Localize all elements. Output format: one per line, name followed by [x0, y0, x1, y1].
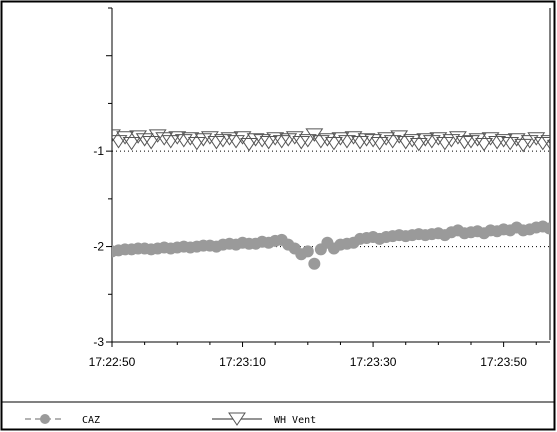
wh-vent-point: [135, 133, 154, 147]
wh-vent-point: [266, 132, 285, 146]
wh-vent-point: [468, 133, 487, 147]
wh-vent-point: [527, 132, 546, 146]
wh-vent-point: [253, 134, 272, 148]
caz-point: [301, 245, 314, 258]
wh-vent-point: [403, 134, 422, 148]
wh-vent-point: [429, 132, 448, 146]
y-tick-label: -3: [93, 335, 104, 349]
wh-vent-point: [481, 132, 500, 146]
legend-item-wh-vent: WH Vent: [212, 412, 316, 426]
wh-vent-point: [129, 130, 148, 144]
wh-vent-point: [357, 133, 376, 147]
wh-vent-point: [540, 135, 550, 149]
x-tick-label: 17:23:50: [480, 355, 527, 369]
y-tick-label: -1: [93, 144, 104, 158]
legend: CAZ WH Vent: [25, 412, 316, 426]
wh-vent-point: [285, 131, 304, 145]
x-tick-label: 17:23:30: [350, 355, 397, 369]
wh-vent-point: [240, 137, 259, 152]
wh-vent-point: [298, 134, 317, 148]
wh-vent-point: [475, 137, 493, 152]
wh-vent-point: [364, 134, 383, 148]
x-tick-label: 17:23:10: [219, 355, 266, 369]
wh-vent-point: [494, 134, 513, 148]
wh-vent-point: [501, 137, 520, 151]
series-caz: [112, 220, 550, 270]
legend-caz-marker: [40, 414, 50, 424]
wh-vent-point: [200, 131, 219, 145]
wh-vent-point: [514, 138, 533, 153]
wh-vent-point: [344, 131, 363, 145]
wh-vent-point: [305, 128, 324, 142]
x-tick-label: 17:22:50: [89, 355, 136, 369]
legend-item-caz: CAZ: [25, 414, 100, 426]
wh-vent-point: [112, 135, 128, 149]
wh-vent-point: [233, 131, 252, 145]
wh-vent-point: [181, 132, 200, 146]
wh-vent-point: [259, 136, 278, 150]
wh-vent-point: [324, 137, 343, 151]
plot-area: [112, 128, 550, 270]
wh-vent-point: [370, 137, 389, 151]
wh-vent-point: [227, 135, 245, 149]
wh-vent-point: [331, 132, 350, 146]
wh-vent-point: [409, 137, 428, 152]
wh-vent-point: [448, 131, 467, 145]
wh-vent-point: [338, 135, 356, 149]
wh-vent-point: [318, 133, 337, 147]
wh-vent-point: [148, 129, 167, 143]
wh-vent-point: [142, 136, 161, 150]
wh-vent-point: [155, 132, 174, 146]
wh-vent-point: [246, 133, 265, 147]
legend-caz-label: CAZ: [82, 415, 100, 426]
wh-vent-point: [161, 135, 180, 149]
wh-vent-point: [168, 131, 187, 145]
caz-point: [308, 257, 321, 270]
wh-vent-point: [416, 133, 435, 147]
y-tick-label: -2: [93, 240, 104, 254]
y-ticks: -1 -2 -3: [93, 7, 112, 349]
x-ticks: 17:22:50 17:23:10 17:23:30 17:23:50: [89, 342, 537, 369]
wh-vent-point: [122, 137, 141, 151]
legend-wh-vent-marker: [228, 412, 246, 426]
wh-vent-point: [455, 136, 474, 150]
series-wh-vent: [112, 128, 550, 153]
wh-vent-point: [383, 135, 402, 149]
caz-point: [549, 224, 550, 227]
legend-wh-vent-label: WH Vent: [274, 415, 316, 426]
caz-point: [543, 222, 550, 235]
wh-vent-point: [220, 132, 239, 146]
wh-vent-point: [377, 132, 396, 146]
wh-vent-point: [187, 137, 206, 151]
series-layer: [112, 128, 550, 270]
